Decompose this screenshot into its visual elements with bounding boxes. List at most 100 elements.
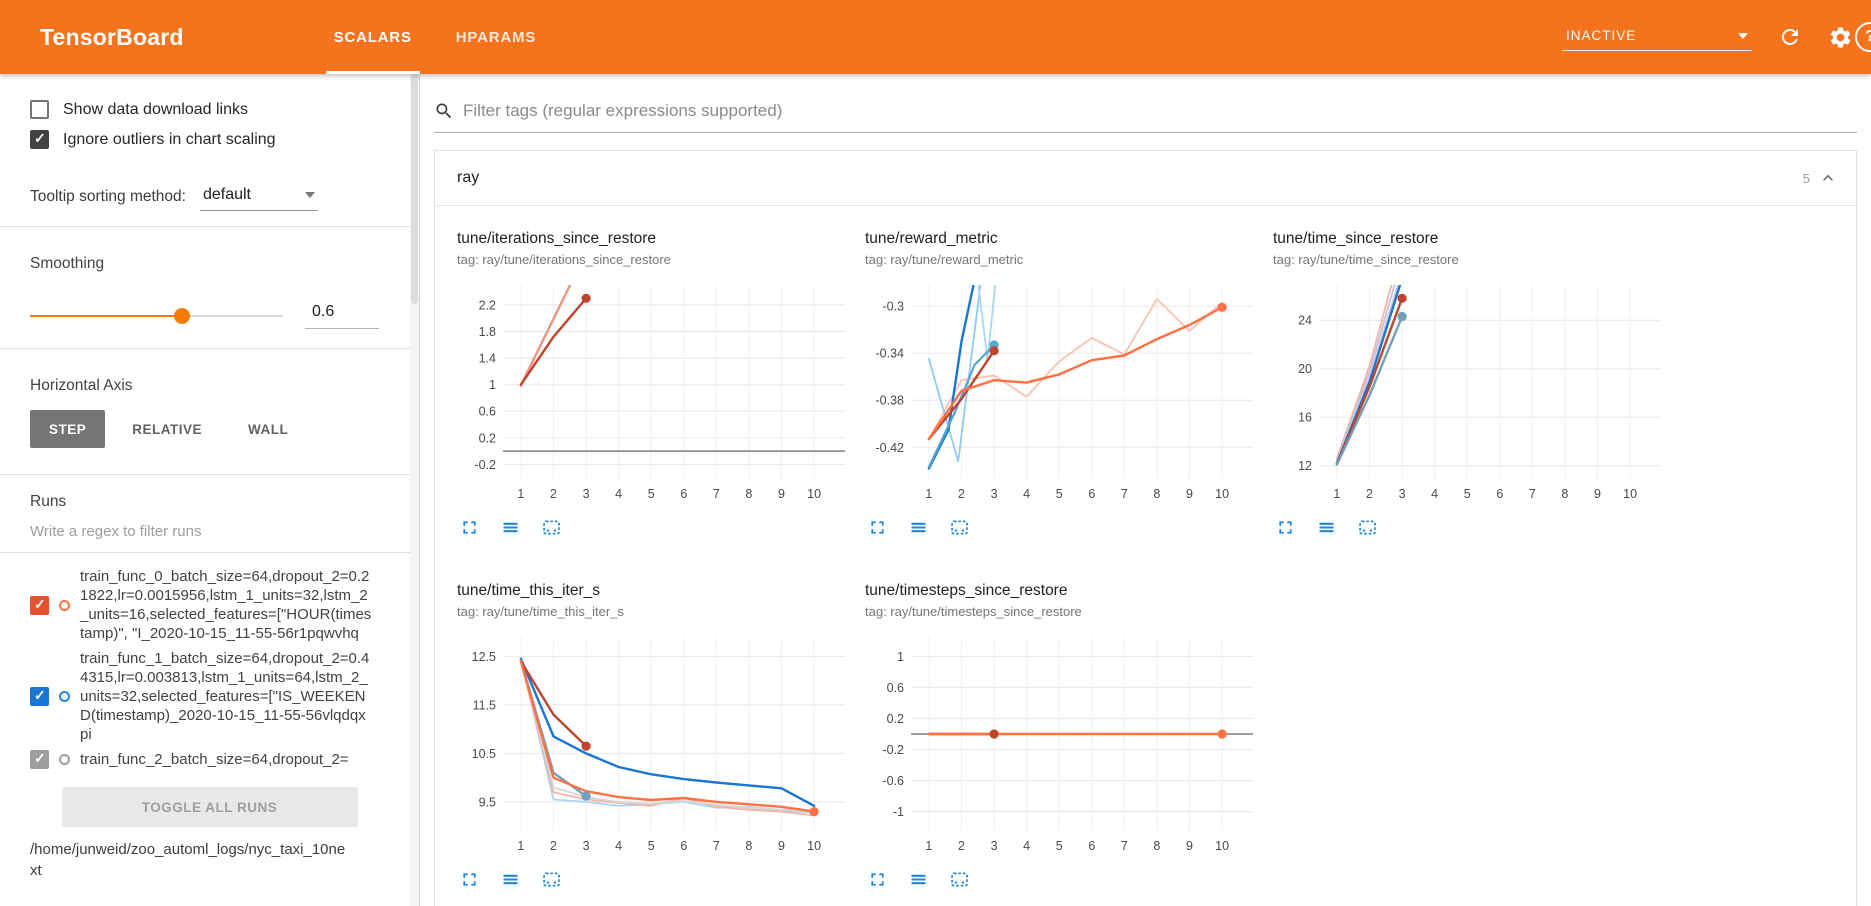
runs-filter-input[interactable]: Write a regex to filter runs	[0, 523, 419, 553]
line-chart[interactable]: -0.42 -0.38 -0.34 -0.3 1 2 3 4 5 6 7 8 9 10	[865, 275, 1261, 507]
svg-text:2: 2	[1366, 487, 1373, 501]
pin-chart-icon[interactable]	[541, 869, 562, 890]
chart-footer-icons	[1273, 517, 1681, 538]
settings-gear-icon[interactable]	[1828, 25, 1853, 50]
svg-text:7: 7	[713, 839, 720, 853]
run-row: train_func_2_batch_size=64,dropout_2=	[30, 750, 419, 769]
ignore-outliers-checkbox[interactable]	[30, 130, 49, 149]
filter-tags-input[interactable]: Filter tags (regular expressions support…	[434, 101, 1857, 133]
svg-text:-0.38: -0.38	[876, 394, 905, 408]
svg-text:1: 1	[897, 650, 904, 664]
pin-chart-icon[interactable]	[1357, 517, 1378, 538]
status-dropdown[interactable]: INACTIVE	[1562, 23, 1752, 51]
chart-title: tune/reward_metric	[865, 230, 998, 247]
run-color-circle[interactable]	[59, 599, 70, 611]
help-icon[interactable]: ?	[1855, 22, 1871, 52]
svg-text:1: 1	[1333, 487, 1340, 501]
sidebar-scrollbar[interactable]	[410, 74, 419, 906]
pin-chart-icon[interactable]	[541, 517, 562, 538]
caret-down-icon	[304, 192, 315, 198]
expand-chart-icon[interactable]	[1275, 517, 1296, 538]
runs-list-icon[interactable]	[1316, 517, 1337, 538]
status-label: INACTIVE	[1566, 28, 1637, 43]
horizontal-axis-buttons: STEP RELATIVE WALL	[0, 410, 419, 448]
tooltip-sort-dropdown[interactable]: default	[199, 184, 318, 211]
chart-card: tune/time_this_iter_s tag: ray/tune/time…	[457, 582, 865, 890]
svg-text:-1: -1	[893, 805, 904, 819]
run-label: train_func_1_batch_size=64,dropout_2=0.4…	[80, 650, 370, 743]
smoothing-slider-fill	[30, 315, 182, 317]
tab-scalars[interactable]: SCALARS	[312, 0, 434, 74]
settings-sidebar: Show data download links Ignore outliers…	[0, 74, 420, 906]
expand-chart-icon[interactable]	[867, 517, 888, 538]
run-color-circle[interactable]	[59, 691, 70, 702]
runs-list-icon[interactable]	[908, 517, 929, 538]
smoothing-slider[interactable]	[30, 308, 283, 324]
expand-chart-icon[interactable]	[459, 517, 480, 538]
svg-text:-0.6: -0.6	[882, 774, 904, 788]
chart-card: tune/time_since_restore tag: ray/tune/ti…	[1273, 230, 1681, 538]
section-chart-count: 5	[1802, 170, 1810, 186]
ignore-outliers-row: Ignore outliers in chart scaling	[0, 130, 419, 149]
chart-title: tune/time_this_iter_s	[457, 582, 601, 599]
run-color-circle[interactable]	[59, 754, 70, 765]
svg-text:7: 7	[1121, 839, 1128, 853]
svg-text:-0.2: -0.2	[882, 743, 904, 757]
haxis-wall-button[interactable]: WALL	[229, 410, 307, 448]
app-title: TensorBoard	[40, 23, 184, 50]
svg-text:3: 3	[991, 487, 998, 501]
svg-text:9: 9	[1186, 487, 1193, 501]
svg-text:24: 24	[1298, 314, 1312, 328]
pin-chart-icon[interactable]	[949, 869, 970, 890]
tab-hparams[interactable]: HPARAMS	[455, 28, 537, 46]
svg-text:7: 7	[1121, 487, 1128, 501]
expand-chart-icon[interactable]	[459, 869, 480, 890]
charts-grid: tune/iterations_since_restore tag: ray/t…	[435, 206, 1856, 906]
svg-text:12.5: 12.5	[472, 650, 496, 664]
svg-text:6: 6	[1088, 839, 1095, 853]
runs-list-icon[interactable]	[500, 517, 521, 538]
main-content: Filter tags (regular expressions support…	[421, 74, 1871, 906]
svg-text:1: 1	[517, 839, 524, 853]
smoothing-slider-handle[interactable]	[173, 308, 190, 324]
expand-chart-icon[interactable]	[867, 869, 888, 890]
chart-tag: tag: ray/tune/reward_metric	[865, 252, 1024, 267]
run-checkbox[interactable]	[30, 687, 49, 706]
svg-text:2.2: 2.2	[479, 298, 496, 312]
chevron-up-icon[interactable]	[1818, 168, 1838, 188]
haxis-step-button[interactable]: STEP	[30, 410, 106, 448]
svg-text:3: 3	[583, 839, 590, 853]
line-chart[interactable]: -0.2 0.2 0.6 1 1.4 1.8 2.2 1 2 3 4 5 6 7 8 9 10	[457, 275, 853, 507]
svg-text:7: 7	[713, 487, 720, 501]
log-directory-path: /home/junweid/zoo_automl_logs/nyc_taxi_1…	[30, 841, 346, 879]
svg-text:3: 3	[991, 839, 998, 853]
divider	[0, 474, 419, 475]
run-label: train_func_0_batch_size=64,dropout_2=0.2…	[80, 568, 372, 642]
svg-text:2: 2	[550, 839, 557, 853]
line-chart[interactable]: 9.5 10.5 11.5 12.5 1 2 3 4 5 6 7 8 9 10	[457, 627, 853, 859]
runs-list-icon[interactable]	[500, 869, 521, 890]
chart-title: tune/timesteps_since_restore	[865, 582, 1068, 599]
smoothing-value-field[interactable]: 0.6	[305, 303, 379, 329]
svg-text:9: 9	[1594, 487, 1601, 501]
svg-text:8: 8	[745, 487, 752, 501]
pin-chart-icon[interactable]	[949, 517, 970, 538]
runs-list-icon[interactable]	[908, 869, 929, 890]
run-label: train_func_2_batch_size=64,dropout_2=	[80, 751, 349, 768]
search-icon	[436, 103, 452, 119]
tooltip-sort-value: default	[202, 186, 251, 203]
sidebar-scrollbar-thumb[interactable]	[411, 74, 418, 304]
section-header[interactable]: ray 5	[435, 151, 1856, 206]
toggle-all-runs-button[interactable]: TOGGLE ALL RUNS	[61, 787, 358, 827]
show-download-checkbox[interactable]	[30, 100, 49, 119]
divider	[0, 348, 419, 349]
run-checkbox[interactable]	[30, 595, 49, 615]
svg-text:-0.42: -0.42	[876, 441, 905, 455]
refresh-icon[interactable]	[1778, 25, 1802, 49]
svg-text:10: 10	[1215, 487, 1229, 501]
run-checkbox[interactable]	[30, 750, 49, 769]
chart-card: tune/reward_metric tag: ray/tune/reward_…	[865, 230, 1273, 538]
line-chart[interactable]: -1 -0.6 -0.2 0.2 0.6 1 1 2 3 4 5 6 7 8 9 10	[865, 627, 1261, 859]
haxis-relative-button[interactable]: RELATIVE	[113, 410, 221, 448]
